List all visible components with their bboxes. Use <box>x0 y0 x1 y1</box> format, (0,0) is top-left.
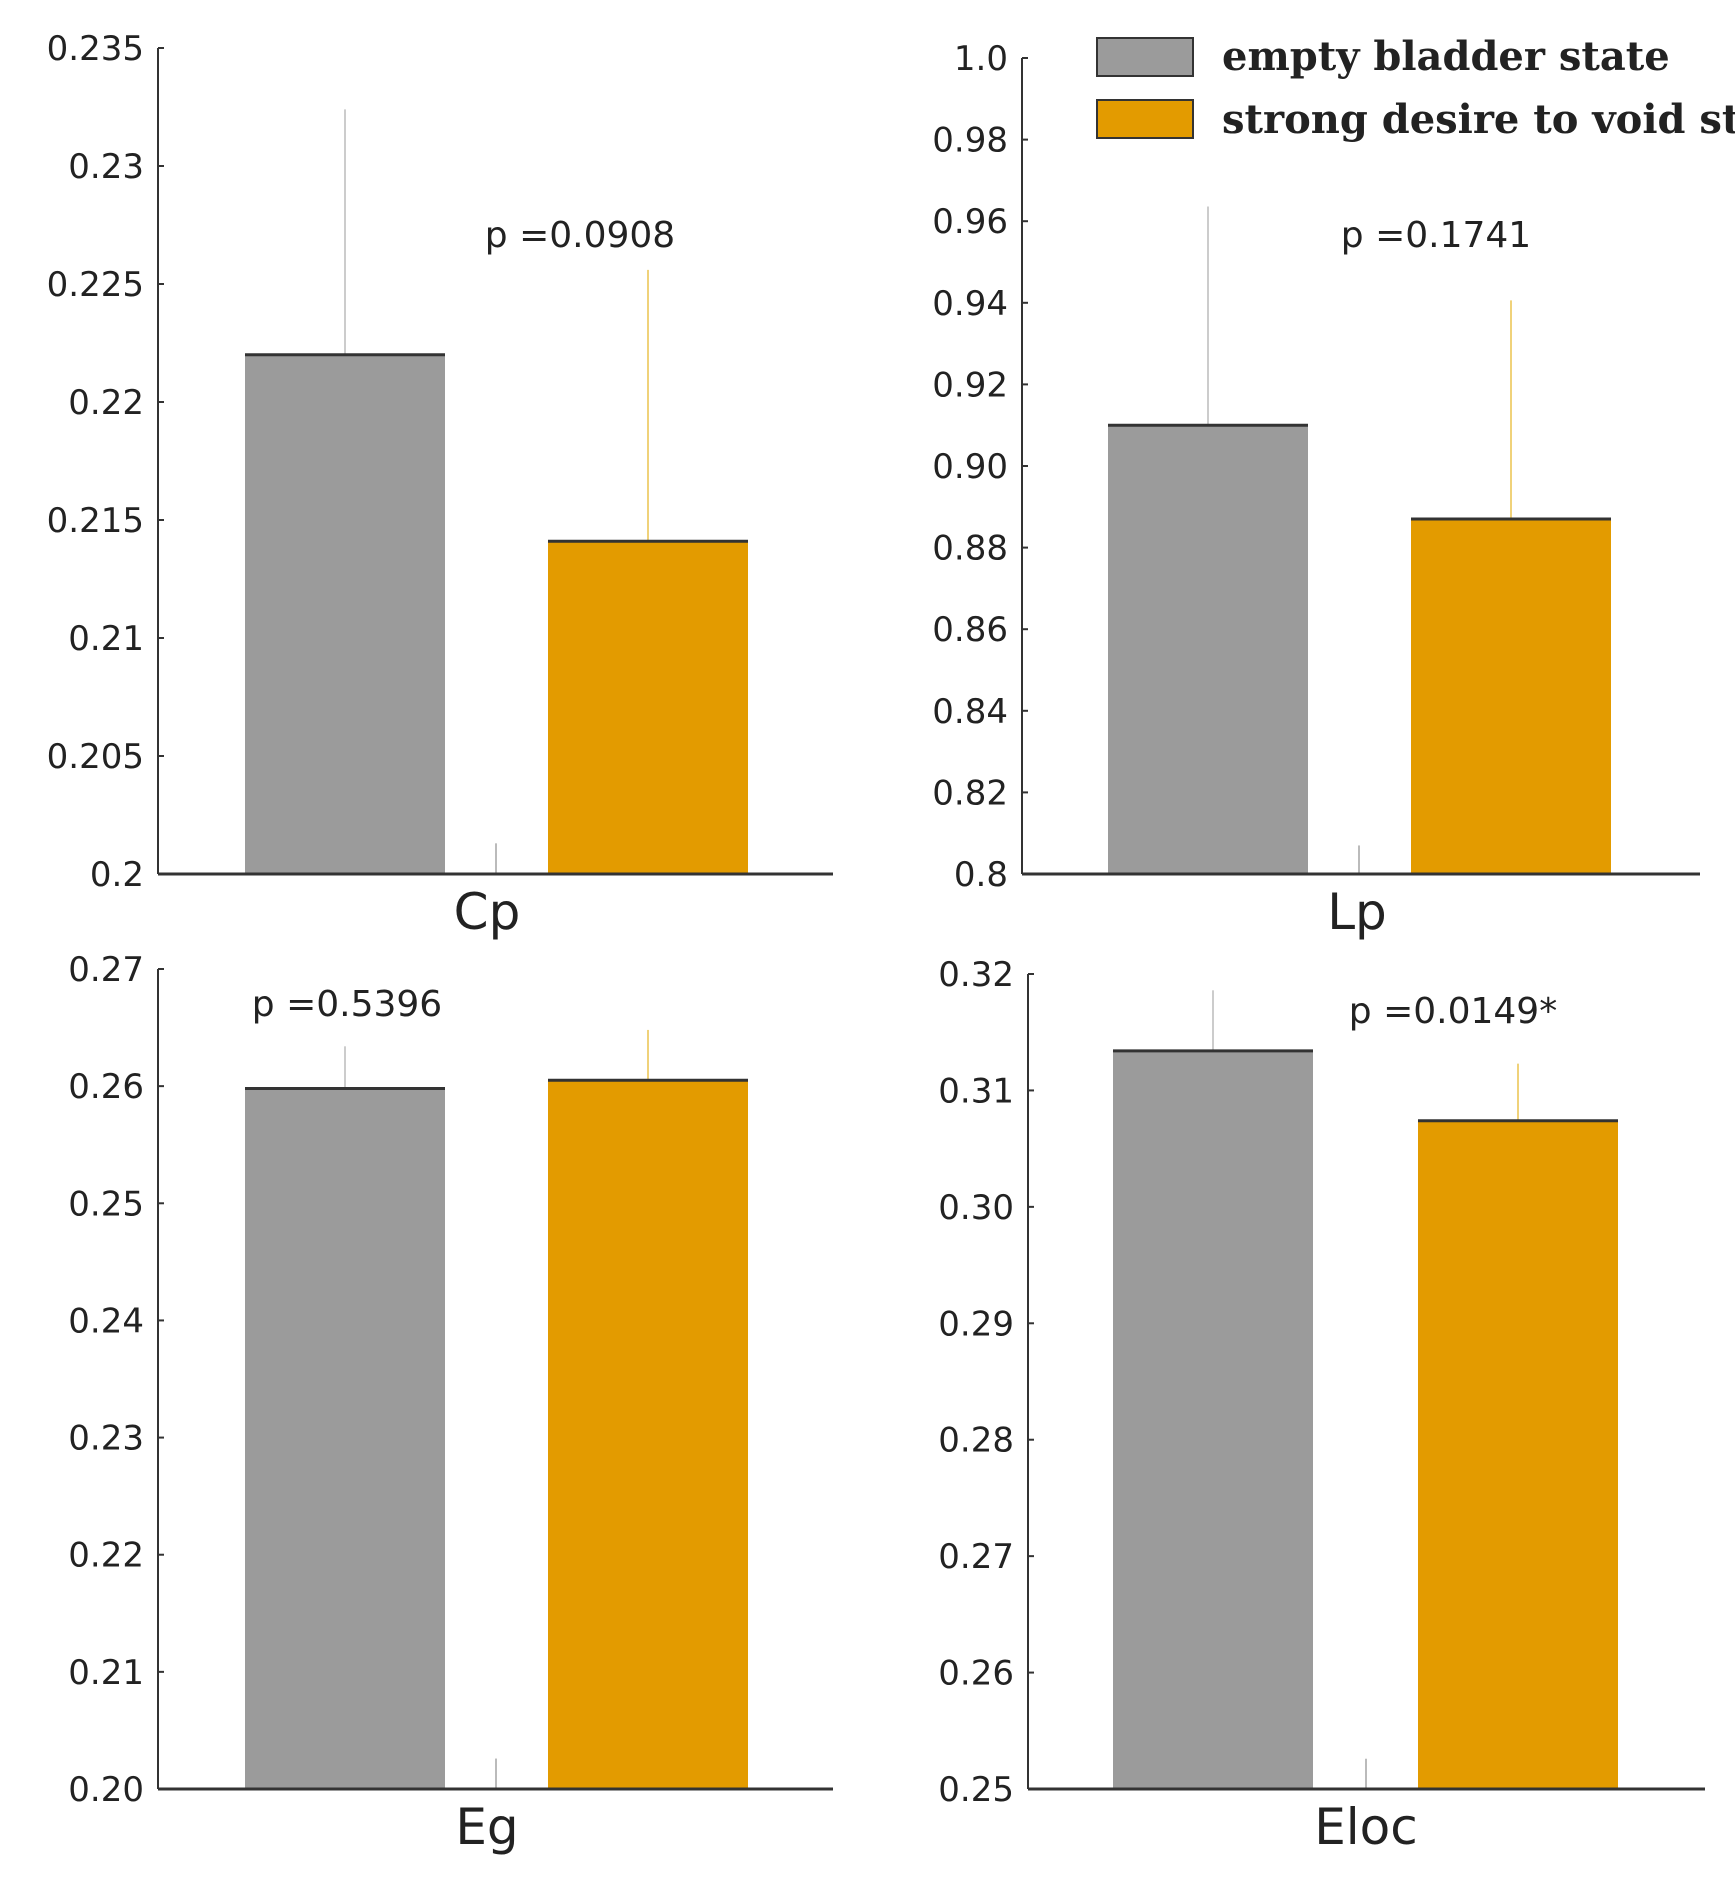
y-tick-label: 0.27 <box>68 950 144 990</box>
y-tick-label: 0.84 <box>932 692 1008 732</box>
y-tick-label: 0.23 <box>68 1419 144 1459</box>
y-tick-label: 0.28 <box>938 1421 1014 1461</box>
y-tick-label: 0.94 <box>932 284 1008 324</box>
p-value-label: p =0.1741 <box>1341 215 1531 256</box>
y-tick-label: 0.24 <box>68 1301 144 1341</box>
chart-panel-eloc: 0.25 0.26 0.27 0.28 0.29 0.30 0.31 0.32 Eloc p =0… <box>938 955 1705 1856</box>
x-axis-label: Lp <box>1327 883 1387 941</box>
y-tick-label: 0.27 <box>938 1537 1014 1577</box>
legend-label-empty: empty bladder state <box>1222 33 1670 80</box>
y-tick-label: 0.29 <box>938 1304 1014 1344</box>
y-tick-label: 0.32 <box>938 955 1014 995</box>
p-value-label: p =0.5396 <box>252 984 442 1025</box>
y-tick-label: 0.205 <box>47 737 144 777</box>
y-tick-label: 0.235 <box>47 29 144 69</box>
x-axis-label: Eg <box>455 1798 518 1856</box>
p-value-label: p =0.0908 <box>485 215 675 256</box>
y-tick-label: 0.86 <box>932 610 1008 650</box>
bar-strong <box>1411 519 1611 874</box>
y-tick-label: 0.20 <box>68 1770 144 1810</box>
y-tick-label: 0.22 <box>68 1536 144 1576</box>
y-tick-label: 0.96 <box>932 202 1008 242</box>
y-tick-label: 0.23 <box>68 147 144 187</box>
y-tick-label: 0.30 <box>938 1188 1014 1228</box>
bar-empty <box>245 1088 445 1789</box>
y-tick-label: 0.90 <box>932 447 1008 487</box>
legend-swatch-empty <box>1096 37 1194 77</box>
y-tick-label: 0.31 <box>938 1071 1014 1111</box>
bar-empty <box>1113 1050 1313 1789</box>
chart-panel-cp: 0.2 0.205 0.21 0.215 0.22 0.225 0.23 0.235 Cp p =… <box>47 29 833 941</box>
y-tick-label: 0.82 <box>932 773 1008 813</box>
y-tick-label: 0.25 <box>938 1770 1014 1810</box>
y-tick-label: 0.225 <box>47 265 144 305</box>
p-value-label: p =0.0149* <box>1349 991 1557 1032</box>
x-axis-label: Eloc <box>1314 1798 1418 1856</box>
y-tick-label: 0.215 <box>47 501 144 541</box>
chart-panels: 0.2 0.205 0.21 0.215 0.22 0.225 0.23 0.235 Cp p =… <box>47 29 1705 1856</box>
bar-empty <box>1108 425 1308 874</box>
bar-strong <box>1418 1120 1618 1789</box>
y-tick-label: 0.25 <box>68 1184 144 1224</box>
bar-strong <box>548 1080 748 1789</box>
legend-label-strong: strong desire to void state <box>1222 96 1735 143</box>
y-tick-label: 0.88 <box>932 529 1008 569</box>
y-tick-label: 0.21 <box>68 1653 144 1693</box>
legend: empty bladder state strong desire to voi… <box>1096 33 1735 143</box>
y-tick-label: 0.2 <box>90 855 144 895</box>
legend-swatch-strong <box>1096 99 1194 139</box>
y-tick-label: 0.92 <box>932 365 1008 405</box>
bar-strong <box>548 541 748 874</box>
chart-panel-lp: 0.8 0.82 0.84 0.86 0.88 0.90 0.92 0.94 0.96 0.98 1… <box>932 39 1700 941</box>
y-tick-label: 0.22 <box>68 383 144 423</box>
y-tick-label: 0.26 <box>68 1067 144 1107</box>
y-tick-label: 0.21 <box>68 619 144 659</box>
x-axis-label: Cp <box>454 883 521 941</box>
bar-empty <box>245 354 445 874</box>
y-tick-label: 0.26 <box>938 1654 1014 1694</box>
y-tick-label: 0.98 <box>932 121 1008 161</box>
chart-panel-eg: 0.20 0.21 0.22 0.23 0.24 0.25 0.26 0.27 Eg p =0.5… <box>68 950 833 1856</box>
y-tick-label: 1.0 <box>954 39 1008 79</box>
y-tick-label: 0.8 <box>954 855 1008 895</box>
